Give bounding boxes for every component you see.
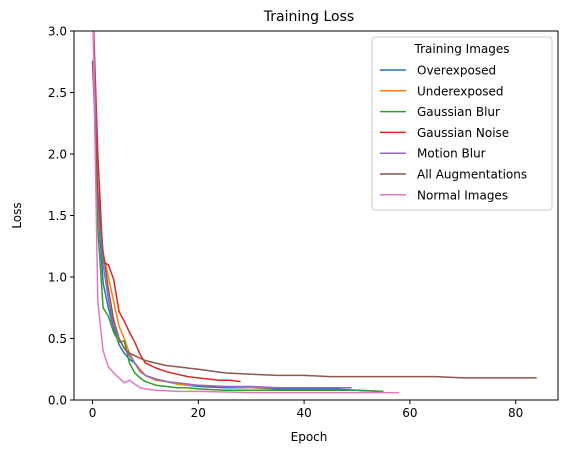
- y-tick-label: 2.5: [48, 86, 67, 100]
- series-line-normal-images: [92, 31, 400, 394]
- legend-box: [371, 36, 553, 211]
- y-tick-label: 0.5: [48, 332, 67, 346]
- chart-title: Training Loss: [263, 9, 354, 25]
- series-line-gaussian-blur: [92, 31, 384, 393]
- series-line-motion-blur: [92, 31, 352, 389]
- y-tick-label: 3.0: [48, 25, 67, 39]
- axis-ticks: 0 20 40 60 80 0.0 0.5 1.0 1.5 2.0 2.5 3.0: [48, 25, 523, 421]
- plot-frame: [73, 30, 559, 401]
- legend-label-underexposed: Underexposed: [417, 84, 504, 98]
- legend-label-gaussian-blur: Gaussian Blur: [417, 105, 500, 119]
- y-axis-label: Loss: [10, 202, 24, 228]
- legend-label-overexposed: Overexposed: [417, 64, 496, 78]
- legend-label-gaussian-noise: Gaussian Noise: [417, 126, 509, 140]
- legend-title: Training Images: [414, 42, 510, 56]
- series-lines: [91, 31, 537, 394]
- legend-label-motion-blur: Motion Blur: [417, 147, 486, 161]
- legend: Training Images Overexposed Underexposed G…: [371, 36, 553, 211]
- y-tick-label: 1.5: [48, 209, 67, 223]
- y-tick-label: 2.0: [48, 148, 67, 162]
- legend-label-all-augmentations: All Augmentations: [417, 168, 527, 182]
- y-tick-label: 0.0: [48, 394, 67, 408]
- series-line-all-augmentations: [91, 60, 537, 379]
- x-tick-label: 20: [191, 406, 206, 420]
- x-axis-label: Epoch: [291, 430, 328, 444]
- legend-label-normal-images: Normal Images: [417, 188, 508, 202]
- x-tick-label: 80: [508, 406, 523, 420]
- y-tick-label: 1.0: [48, 271, 67, 285]
- x-tick-label: 40: [296, 406, 311, 420]
- x-tick-label: 0: [89, 406, 97, 420]
- x-tick-label: 60: [402, 406, 417, 420]
